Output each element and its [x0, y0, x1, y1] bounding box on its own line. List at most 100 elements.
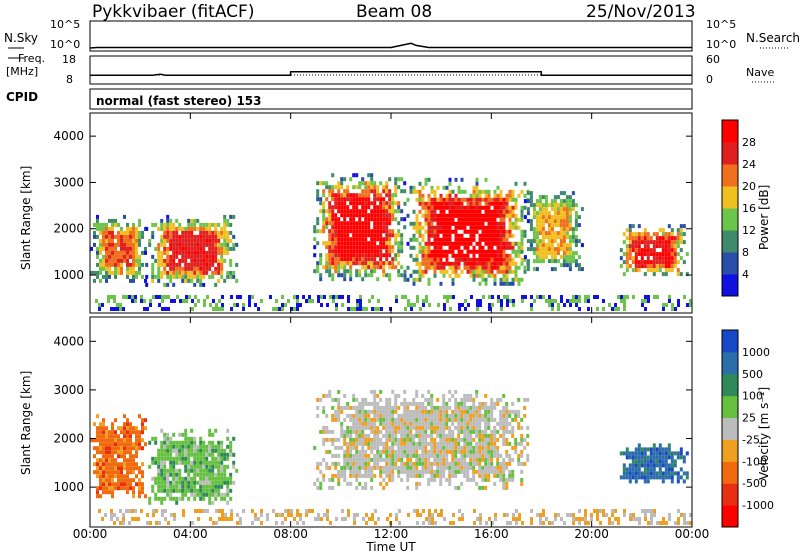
power-cell-955 [373, 253, 377, 258]
power-cell-2005 [562, 191, 566, 196]
velocity-cell-652 [322, 457, 326, 462]
power-cell-247 [163, 234, 167, 239]
power-cell-1656 [493, 249, 497, 254]
power-cell-577 [319, 197, 323, 202]
velocity-cell-1489 [469, 393, 473, 398]
velocity-cell-1757 [520, 437, 524, 442]
power-cell-1487 [469, 241, 473, 246]
velocity-cell-1216 [424, 433, 428, 438]
velocity-cell-22 [99, 422, 102, 427]
velocity-noise-2042 [335, 517, 338, 521]
velocity-cell-1803 [631, 475, 635, 480]
power-noise-2302 [128, 295, 131, 299]
power-cell-1915 [541, 251, 545, 256]
power-cell-294 [172, 250, 176, 255]
power-cell-1243 [430, 233, 434, 238]
velocity-cell-591 [220, 492, 224, 497]
power-noise-2372 [281, 303, 284, 307]
velocity-cell-1837 [643, 479, 647, 484]
velocity-cell-943 [379, 465, 383, 470]
power-noise-2554 [668, 299, 671, 303]
power-cell-1924 [544, 219, 548, 224]
power-cell-648 [331, 241, 335, 246]
velocity-cell-1594 [484, 445, 488, 450]
velocity-cell-1817 [637, 459, 641, 464]
velocity-cell-1492 [469, 409, 473, 414]
power-cell-608 [325, 253, 329, 258]
velocity-cell-1716 [508, 409, 512, 414]
velocity-cell-1751 [517, 453, 521, 458]
velocity-cell-72 [105, 482, 108, 487]
power-cell-646 [331, 233, 335, 238]
power-cell-312 [175, 266, 179, 271]
power-cell-1190 [421, 261, 425, 266]
power-cell-1078 [394, 193, 398, 198]
velocity-cell-711 [340, 425, 344, 430]
velocity-cell-452 [193, 452, 197, 457]
velocity-cell-345 [169, 488, 173, 493]
velocity-cell-1798 [631, 455, 635, 460]
velocity-noise-1962 [158, 521, 161, 525]
velocity-cell-741 [346, 449, 350, 454]
power-noise-2300 [122, 307, 125, 311]
velocity-cell-1209 [424, 405, 428, 410]
velocity-cell-1885 [661, 475, 665, 480]
velocity-cell-1613 [487, 445, 491, 450]
velocity-cell-305 [163, 440, 167, 445]
power-cell-2140 [637, 244, 641, 249]
velocity-cell-1446 [460, 469, 464, 474]
power-cell-1144 [412, 277, 416, 282]
power-cell-518 [220, 274, 224, 279]
power-cell-1184 [421, 233, 425, 238]
velocity-cell-586 [220, 468, 224, 473]
power-cell-2144 [637, 264, 641, 269]
power-cell-81 [111, 254, 114, 259]
velocity-cell-1130 [409, 473, 413, 478]
power-cell-459 [208, 230, 212, 235]
velocity-cell-657 [325, 425, 329, 430]
power-cell-130 [126, 226, 129, 231]
power-cell-19 [99, 222, 102, 227]
velocity-noise-2068 [407, 513, 410, 517]
power-cell-769 [349, 209, 353, 214]
velocity-cell-1864 [655, 451, 659, 456]
power-cell-259 [166, 222, 170, 227]
power-cell-2183 [652, 244, 656, 249]
velocity-cell-1789 [625, 475, 629, 480]
power-cell-1853 [529, 223, 533, 228]
power-cell-75 [111, 230, 114, 235]
velocity-cell-1595 [484, 449, 488, 454]
power-cell-137 [126, 254, 129, 259]
velocity-cell-1623 [490, 401, 494, 406]
power-cell-2168 [646, 248, 650, 253]
power-cell-2104 [625, 260, 629, 265]
power-cell-116 [120, 258, 123, 263]
power-cell-1602 [487, 193, 491, 198]
power-cell-655 [331, 273, 335, 278]
velocity-cell-1352 [445, 449, 449, 454]
power-cell-800 [352, 241, 356, 246]
power-noise-2541 [641, 299, 644, 303]
velocity-cell-1909 [670, 475, 674, 480]
power-cell-1894 [538, 227, 542, 232]
velocity-noise-1965 [164, 509, 167, 513]
power-cell-1476 [469, 197, 473, 202]
power-cell-206 [148, 238, 152, 243]
velocity-noise-2061 [386, 517, 389, 521]
power-cell-241 [160, 262, 164, 267]
power-cell-967 [376, 217, 380, 222]
power-noise-2409 [356, 299, 359, 303]
velocity-cell-1061 [400, 429, 404, 434]
power-cell-1635 [490, 249, 494, 254]
power-cell-907 [367, 233, 371, 238]
velocity-noise-1981 [212, 521, 215, 525]
velocity-cell-1771 [526, 397, 530, 402]
velocity-cell-244 [141, 430, 144, 435]
power-cell-1754 [508, 217, 512, 222]
velocity-colorbar-tick-0: 1000 [742, 346, 770, 359]
power-cell-1965 [553, 215, 557, 220]
velocity-cell-913 [376, 393, 380, 398]
power-cell-2103 [625, 256, 629, 261]
velocity-cell-306 [163, 444, 167, 449]
velocity-noise-2029 [305, 509, 308, 513]
